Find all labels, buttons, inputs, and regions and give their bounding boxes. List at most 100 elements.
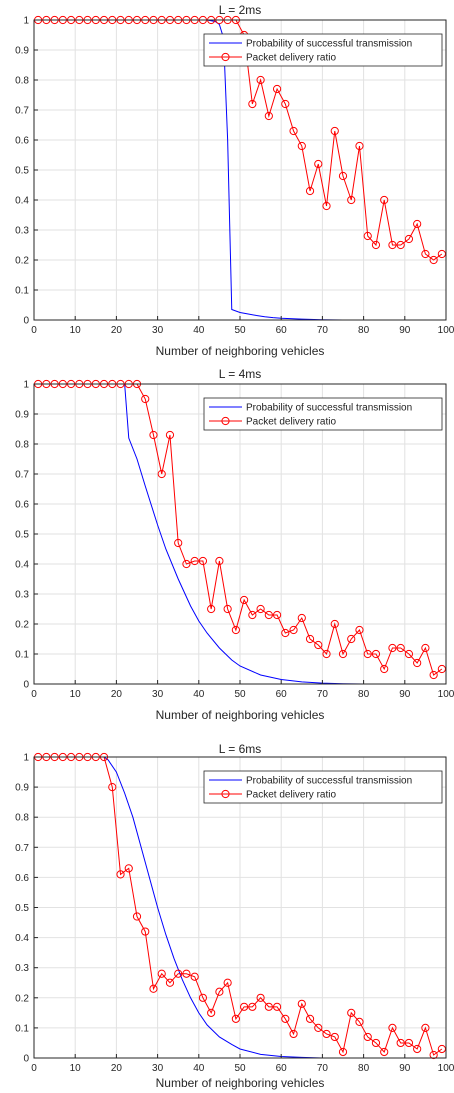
data-point (355, 141, 364, 151)
data-point (380, 195, 389, 205)
y-tick-label: 0.7 (15, 470, 29, 481)
x-tick-label: 0 (31, 689, 37, 700)
x-tick-label: 40 (193, 689, 205, 700)
x-tick-label: 60 (276, 689, 288, 700)
data-point (380, 664, 389, 674)
y-tick-label: 0.9 (15, 783, 29, 794)
series-line-1 (34, 756, 446, 1059)
legend-label-2: Packet delivery ratio (246, 53, 336, 64)
data-point (347, 1008, 356, 1017)
series-line-2 (38, 756, 443, 1056)
y-tick-label: 0.5 (15, 166, 29, 177)
data-point (272, 1002, 282, 1011)
legend-marker (221, 789, 230, 799)
y-tick-label: 0.2 (15, 620, 29, 631)
data-point (297, 613, 306, 623)
data-point (281, 99, 290, 109)
x-tick-label: 10 (70, 325, 82, 336)
data-point (355, 625, 364, 635)
legend-marker (221, 416, 230, 426)
data-point (157, 469, 166, 479)
data-point (404, 1038, 414, 1048)
y-tick-label: 1 (23, 380, 29, 391)
y-tick-label: 0 (23, 316, 29, 327)
y-tick-label: 0.1 (15, 650, 29, 661)
data-point (248, 99, 257, 109)
data-point (165, 430, 175, 440)
data-point (388, 1023, 397, 1032)
data-point (421, 643, 430, 653)
y-tick-label: 0.8 (15, 813, 29, 824)
legend-label-1: Probability of successful transmission (246, 403, 412, 414)
x-tick-label: 10 (70, 689, 82, 700)
data-point (182, 969, 191, 978)
chart-title: L = 4ms (219, 367, 262, 381)
data-point (264, 111, 273, 121)
data-point (198, 556, 208, 566)
data-point (207, 604, 216, 614)
data-point (347, 195, 356, 205)
y-tick-label: 0.9 (15, 410, 29, 421)
data-point (330, 619, 339, 629)
data-point (437, 249, 446, 259)
data-point (248, 610, 257, 620)
y-tick-label: 0.6 (15, 873, 29, 884)
data-point (363, 1032, 372, 1042)
x-tick-label: 90 (399, 689, 411, 700)
data-point (174, 969, 183, 978)
data-point (371, 649, 381, 659)
x-tick-label: 60 (276, 325, 288, 336)
y-tick-label: 0 (23, 1054, 29, 1065)
y-tick-label: 0.3 (15, 226, 29, 237)
data-point (330, 1032, 339, 1042)
x-tick-label: 80 (358, 689, 370, 700)
data-point (429, 670, 438, 680)
data-point (322, 1029, 331, 1039)
data-point (437, 664, 446, 674)
data-point (223, 604, 232, 614)
x-tick-label: 30 (152, 689, 164, 700)
legend-marker (221, 52, 230, 62)
y-tick-label: 0.2 (15, 993, 29, 1004)
data-point (429, 1050, 438, 1060)
data-point (248, 1002, 257, 1011)
y-tick-label: 1 (23, 753, 29, 764)
y-tick-label: 0.5 (15, 903, 29, 914)
data-point (240, 595, 249, 605)
legend-box (203, 33, 443, 67)
data-point (165, 978, 175, 987)
data-point (124, 864, 133, 873)
data-point (338, 649, 348, 659)
data-point (314, 1023, 323, 1032)
data-point (305, 186, 315, 196)
data-point (108, 783, 117, 792)
data-point (272, 610, 282, 620)
data-point (297, 141, 306, 151)
data-point (413, 1044, 422, 1054)
data-point (413, 658, 422, 668)
x-tick-label: 60 (276, 1063, 288, 1074)
data-point (256, 604, 265, 614)
data-point (272, 84, 282, 94)
data-point (190, 972, 199, 981)
x-axis-label: Number of neighboring vehicles (156, 1076, 325, 1090)
x-tick-label: 40 (193, 325, 205, 336)
legend-box (203, 397, 443, 431)
chart-l6: L = 6ms Number of neighboring vehicles 0… (15, 742, 454, 1090)
x-tick-label: 100 (438, 325, 454, 336)
x-tick-label: 30 (152, 1063, 164, 1074)
data-point (396, 1038, 405, 1048)
y-tick-label: 0.7 (15, 106, 29, 117)
x-tick-label: 40 (193, 1063, 205, 1074)
y-tick-label: 0.6 (15, 500, 29, 511)
x-tick-label: 100 (438, 1063, 454, 1074)
data-point (388, 643, 397, 653)
data-point (198, 993, 208, 1002)
x-axis-label: Number of neighboring vehicles (156, 344, 325, 358)
data-point (149, 430, 158, 440)
chart-panel-1: L = 2ms Number of neighboring vehicles 0… (0, 0, 454, 362)
legend: Probability of successful transmission Pa… (203, 33, 443, 67)
y-tick-label: 0.4 (15, 560, 29, 571)
chart-panel-2: L = 4ms Number of neighboring vehicles 0… (0, 362, 454, 726)
data-point (305, 1014, 315, 1023)
